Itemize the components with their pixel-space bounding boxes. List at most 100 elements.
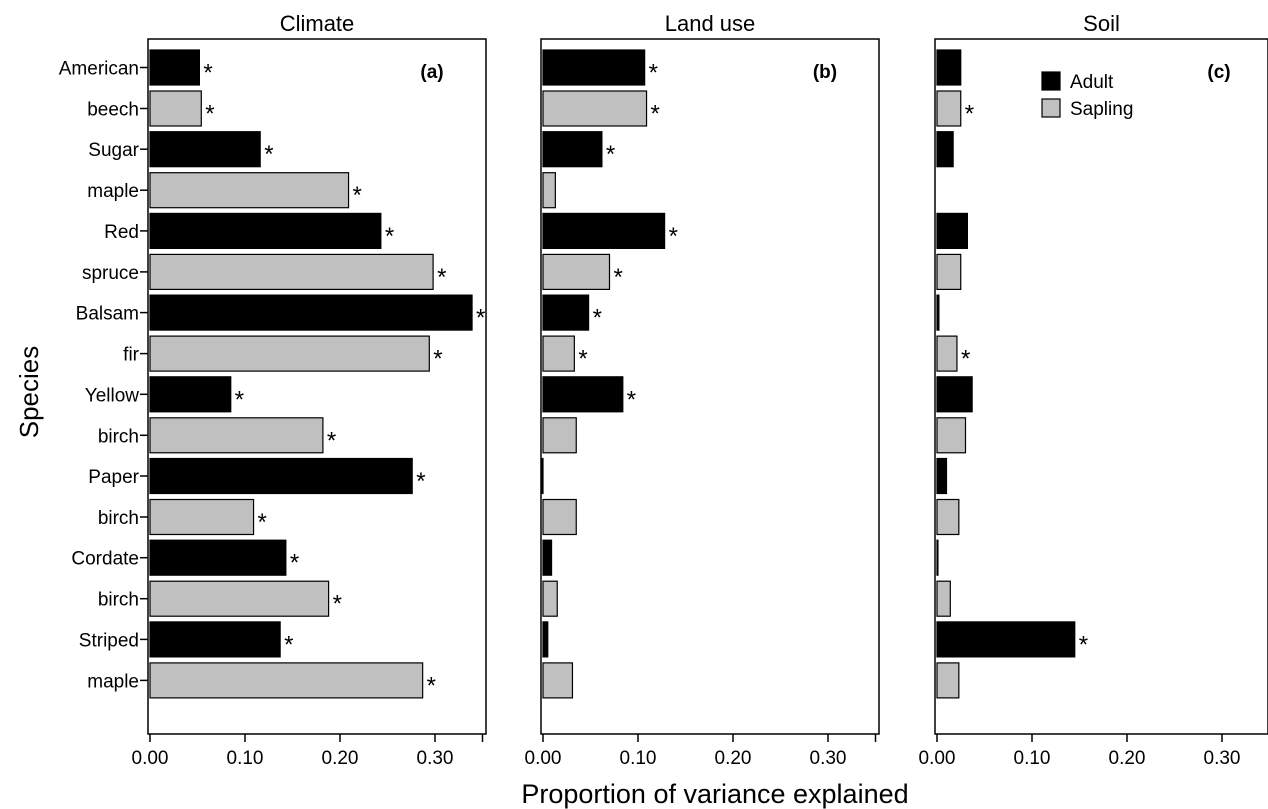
panel-2: Land use(b)0.00 0.10 0.20 0.30******** — [525, 11, 880, 769]
chart-panels: Climate (a) 0.00 0.10 0.20 0.30 * * * * * * * * * * * * * *… — [59, 11, 1268, 769]
significance-marker: * — [669, 223, 678, 250]
significance-marker: * — [606, 141, 615, 168]
significance-marker: * — [433, 346, 442, 373]
significance-marker: * — [203, 60, 212, 87]
category-label-line1: American — [59, 59, 139, 80]
sapling-bar — [542, 90, 648, 127]
plot-frame — [540, 38, 880, 735]
adult-bar — [542, 131, 603, 168]
significance-marker: * — [476, 305, 485, 332]
significance-marker: * — [593, 305, 602, 332]
sapling-bar — [542, 417, 577, 454]
legend-swatch — [1041, 98, 1061, 118]
sapling-bar — [936, 90, 962, 127]
significance-marker: * — [965, 101, 974, 128]
category-label-line1: Sugar — [88, 140, 139, 161]
sapling-bar — [149, 253, 434, 290]
adult-bar — [936, 539, 939, 576]
adult-bar — [149, 457, 413, 495]
significance-marker: * — [205, 101, 214, 128]
sapling-bar — [542, 253, 611, 290]
panel-label: (c) — [1207, 62, 1230, 83]
adult-bar — [936, 212, 968, 249]
x-tick-label: 0.00 — [132, 748, 169, 769]
legend: Adult Sapling — [1041, 71, 1133, 120]
sapling-bar — [149, 90, 202, 127]
category-label-line1: Paper — [88, 467, 139, 488]
x-tick-label: 0.20 — [322, 748, 359, 769]
category-label-line2: spruce — [82, 263, 139, 284]
significance-marker: * — [264, 141, 273, 168]
significance-marker: * — [578, 346, 587, 373]
adult-bar — [542, 212, 666, 249]
adult-bar — [149, 294, 473, 331]
category-label-line2: birch — [98, 508, 139, 529]
legend-label: Sapling — [1070, 99, 1133, 120]
sapling-bar — [149, 580, 330, 617]
adult-bar — [936, 131, 954, 168]
x-tick-label: 0.20 — [715, 748, 752, 769]
sapling-bar — [936, 335, 958, 372]
adult-bar — [540, 457, 544, 495]
significance-marker: * — [235, 386, 244, 413]
significance-marker: * — [416, 468, 425, 495]
significance-marker: * — [327, 427, 336, 454]
sapling-bar — [542, 172, 556, 209]
significance-marker: * — [284, 631, 293, 658]
adult-bar — [542, 376, 624, 413]
adult-bar — [149, 49, 201, 86]
adult-bar — [149, 376, 232, 413]
category-label-line1: Striped — [79, 630, 139, 651]
significance-marker: * — [627, 386, 636, 413]
significance-marker: * — [290, 550, 299, 577]
sapling-bar — [936, 498, 960, 536]
significance-marker: * — [651, 101, 660, 128]
sapling-bar — [149, 172, 350, 209]
adult-bar — [936, 457, 948, 495]
adult-bar — [936, 621, 1076, 658]
significance-marker: * — [353, 182, 362, 209]
category-label-line1: Red — [104, 222, 139, 243]
x-axis-label: Proportion of variance explained — [521, 779, 908, 809]
category-label-line2: fir — [123, 345, 140, 366]
sapling-bar — [936, 580, 951, 617]
significance-marker: * — [649, 60, 658, 87]
category-label-line1: Yellow — [85, 385, 140, 406]
legend-label: Adult — [1070, 72, 1114, 93]
panel-3: Soil (c) 0.00 0.10 0.20 0.30 * * * — [919, 11, 1268, 769]
panel-label: (b) — [813, 62, 837, 83]
adult-bar — [936, 294, 940, 331]
sapling-bar — [149, 662, 424, 699]
adult-bar — [149, 212, 382, 249]
adult-bar — [936, 376, 973, 413]
significance-marker: * — [614, 264, 623, 291]
significance-marker: * — [333, 591, 342, 618]
significance-marker: * — [961, 346, 970, 373]
sapling-bar — [149, 417, 324, 454]
significance-marker: * — [1079, 631, 1088, 658]
category-label-line1: Balsam — [76, 304, 139, 325]
significance-marker: * — [437, 264, 446, 291]
panel-title: Land use — [665, 11, 756, 36]
sapling-bar — [936, 253, 962, 290]
x-tick-label: 0.30 — [417, 748, 454, 769]
significance-marker: * — [427, 672, 436, 699]
x-tick-label: 0.00 — [525, 748, 562, 769]
sapling-bar — [542, 335, 575, 372]
x-tick-label: 0.00 — [919, 748, 956, 769]
sapling-bar — [936, 662, 960, 699]
category-label-line2: maple — [87, 181, 139, 202]
plot-frame — [934, 38, 1268, 735]
category-label-line2: maple — [87, 671, 139, 692]
adult-bar — [542, 539, 553, 576]
plot-frame — [147, 38, 487, 735]
legend-swatch — [1041, 71, 1061, 91]
adult-bar — [149, 131, 261, 168]
sapling-bar — [936, 417, 967, 454]
y-axis-label: Species — [14, 346, 44, 439]
adult-bar — [149, 539, 287, 576]
significance-marker: * — [258, 509, 267, 536]
x-tick-label: 0.10 — [1014, 748, 1051, 769]
category-label-line2: beech — [87, 100, 139, 121]
